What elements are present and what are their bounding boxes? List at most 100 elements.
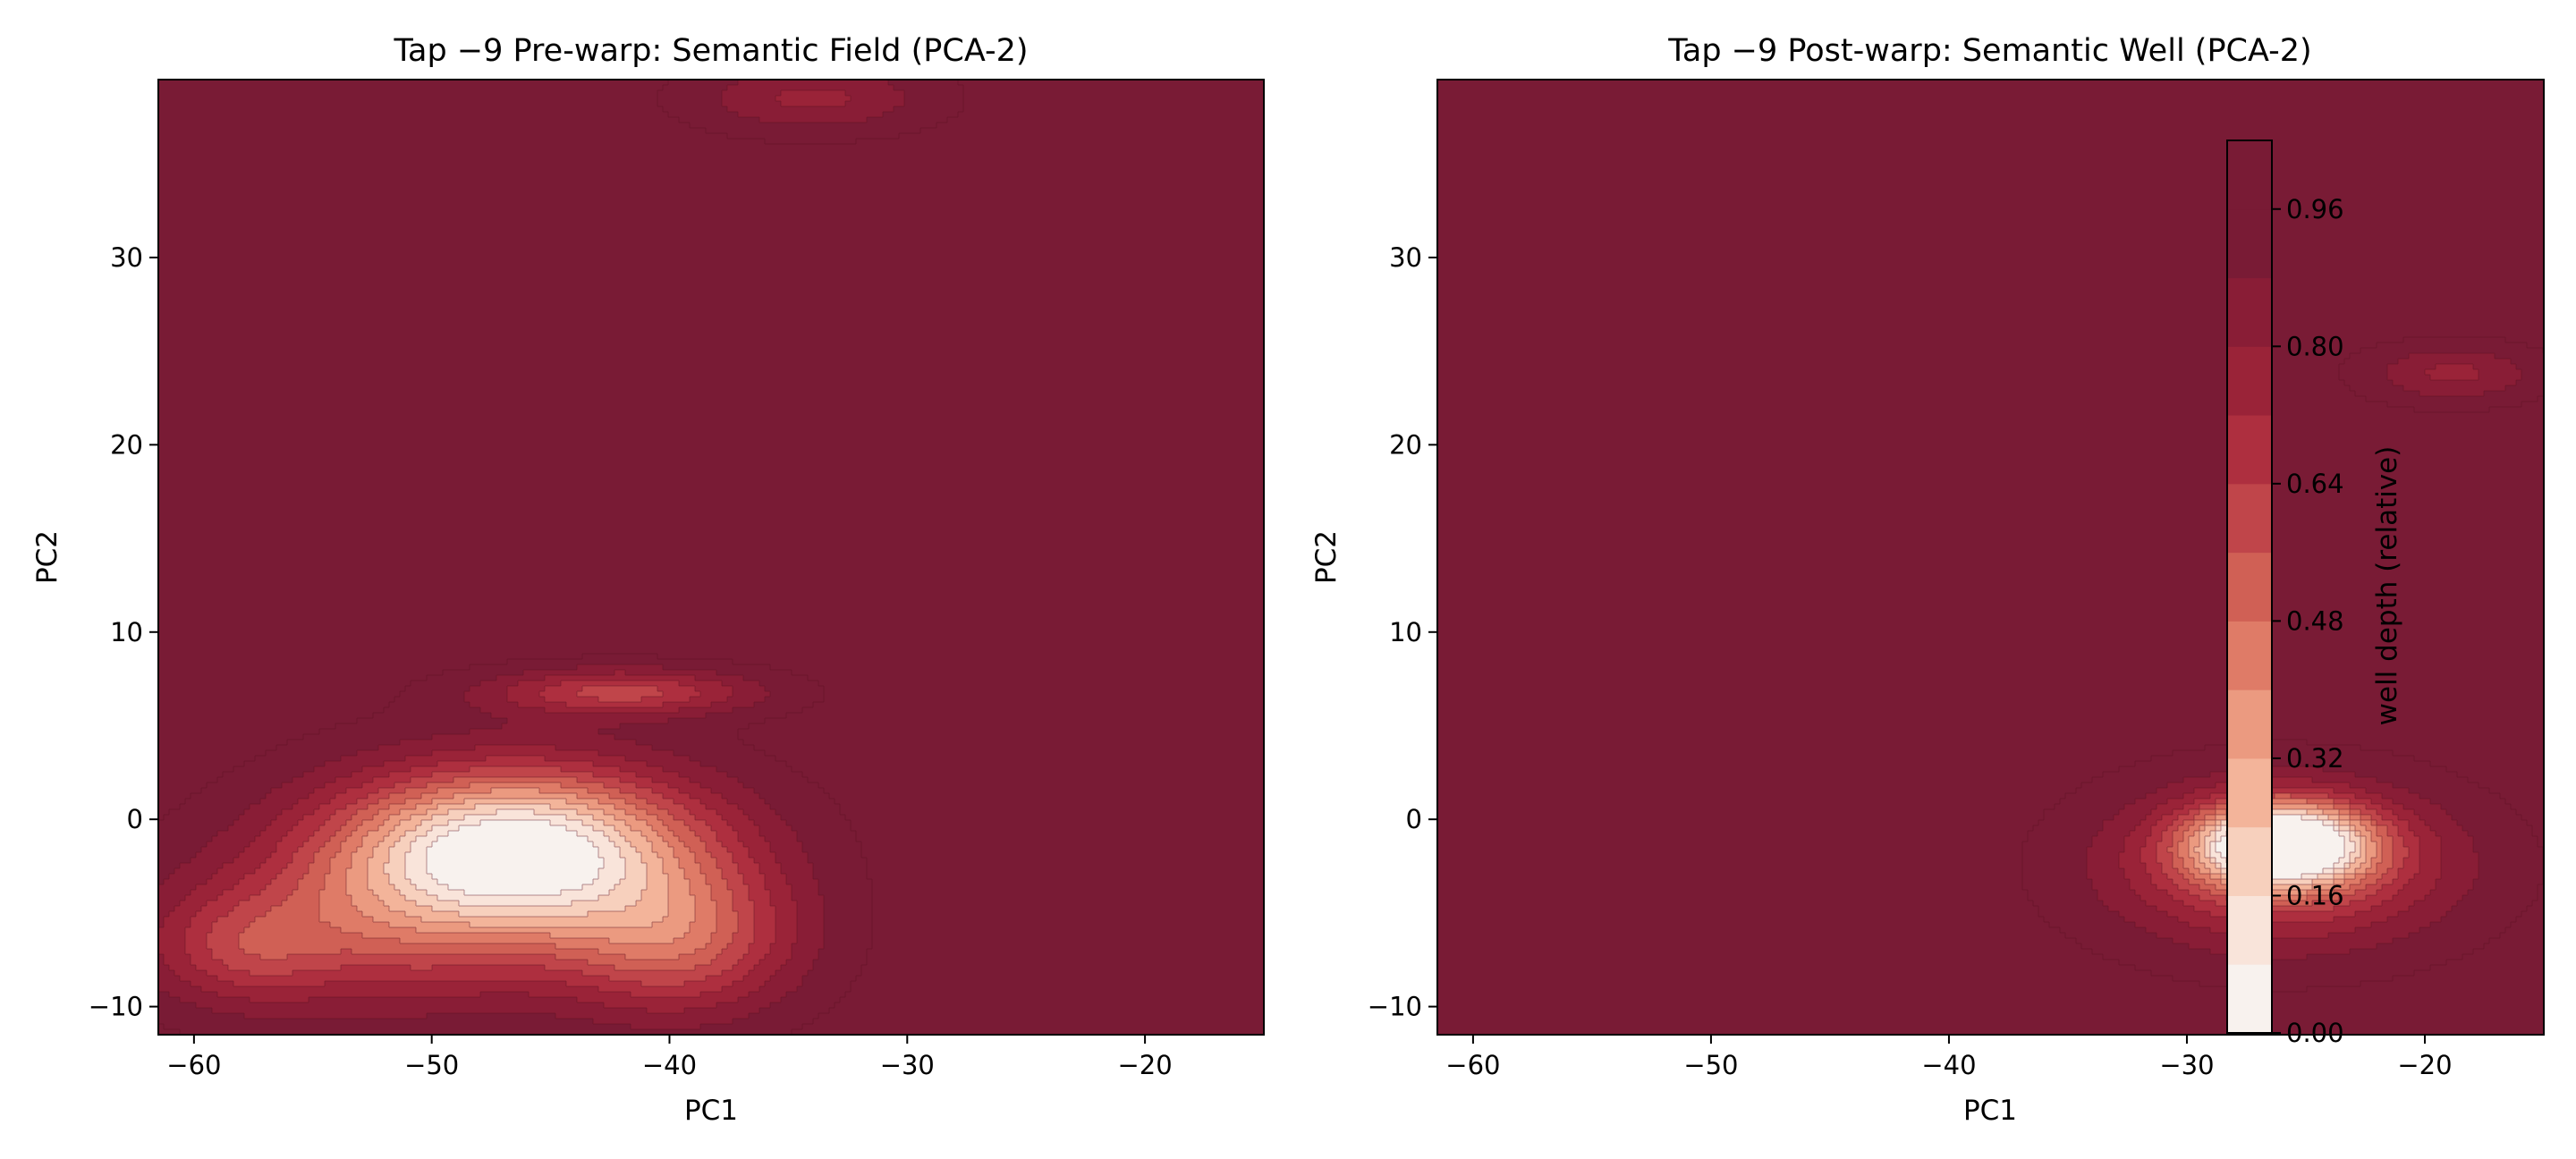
contour-band-cell	[759, 681, 819, 687]
contour-band-cell	[727, 884, 750, 891]
contour-band-cell	[2377, 879, 2394, 885]
contour-band-cell	[2183, 863, 2195, 869]
contour-band-cell	[303, 842, 326, 848]
contour-band-cell	[2538, 842, 2544, 848]
contour-band-cell	[405, 852, 428, 859]
contour-band-cell	[2344, 852, 2351, 859]
contour-band-cell	[212, 874, 245, 880]
contour-band-cell	[2360, 809, 2377, 816]
contour-band-cell	[180, 976, 218, 982]
contour-band-cell	[861, 965, 1264, 971]
contour-band-cell	[2210, 874, 2222, 880]
y-tick-label: 10	[1389, 617, 1422, 647]
contour-band-cell	[1437, 933, 2066, 939]
contour-band-cell	[1437, 584, 2544, 590]
contour-band-cell	[2398, 890, 2431, 896]
contour-band-cell	[2242, 766, 2324, 773]
contour-band-cell	[754, 917, 776, 923]
contour-band-cell	[1437, 418, 2544, 424]
contour-band-cell	[674, 831, 696, 837]
contour-band-cell	[352, 831, 369, 837]
contour-band-cell	[158, 251, 1264, 258]
contour-band-cell	[2135, 965, 2431, 971]
contour-band-cell	[663, 793, 691, 799]
contour-band-cell	[2103, 901, 2147, 907]
contour-band-cell	[1437, 627, 2544, 633]
contour-band-cell	[872, 922, 1264, 928]
contour-band-cell	[679, 863, 701, 869]
contour-band-cell	[733, 1019, 814, 1025]
contour-band-cell	[2516, 809, 2544, 816]
contour-band-cell	[802, 847, 862, 853]
contour-band-cell	[341, 949, 352, 955]
contour-band-cell	[2130, 831, 2152, 837]
contour-band-cell	[797, 917, 825, 923]
contour-band-cell	[2355, 831, 2361, 837]
contour-band-cell	[1437, 702, 2544, 708]
contour-band-cell	[2162, 831, 2174, 837]
contour-band-cell	[2398, 815, 2420, 821]
contour-band-cell	[1437, 144, 2544, 150]
contour-band-cell	[792, 1029, 1264, 1035]
contour-band-cell	[319, 895, 352, 901]
contour-band-cell	[2403, 804, 2442, 810]
contour-band-cell	[2028, 836, 2093, 842]
contour-band-cell	[824, 938, 873, 944]
contour-band-cell	[2339, 858, 2351, 864]
contour-band-cell	[2446, 960, 2544, 966]
contour-band-cell	[1437, 842, 2023, 848]
contour-band-cell	[470, 783, 562, 789]
contour-band-cell	[2323, 820, 2334, 826]
contour-band-cell	[711, 852, 733, 859]
contour-band-cell	[432, 842, 594, 848]
contour-band-cell	[271, 906, 320, 912]
contour-band-cell	[2350, 820, 2361, 826]
contour-band-cell	[2441, 847, 2474, 853]
contour-band-cell	[2167, 825, 2179, 832]
contour-band-cell	[668, 906, 696, 912]
contour-band-cell	[1437, 224, 2544, 231]
contour-band-cell	[2505, 927, 2544, 934]
colorbar: 0.000.160.320.480.640.800.96 well depth …	[2226, 140, 2403, 1048]
contour-band-cell	[775, 911, 798, 918]
contour-band-cell	[271, 820, 299, 826]
contour-band-cell	[1437, 783, 2082, 789]
contour-band-cell	[775, 922, 798, 928]
contour-band-cell	[1437, 616, 2544, 622]
contour-band-cell	[2430, 799, 2506, 805]
contour-band-cell	[319, 890, 347, 896]
contour-band-cell	[287, 740, 401, 746]
contour-band-cell	[2377, 831, 2388, 837]
contour-band-cell	[2360, 820, 2372, 826]
contour-band-cell	[2119, 863, 2147, 869]
contour-band-cell	[797, 922, 825, 928]
contour-band-cell	[158, 992, 170, 998]
contour-band-cell	[2360, 863, 2372, 869]
contour-band-cell	[287, 831, 315, 837]
contour-band-cell	[867, 858, 1264, 864]
contour-band-cell	[2350, 836, 2361, 842]
contour-band-cell	[738, 927, 755, 934]
contour-band-cell	[1437, 756, 2152, 762]
contour-band-cell	[792, 954, 819, 960]
contour-band-cell	[1437, 466, 2544, 472]
contour-band-cell	[2398, 825, 2410, 832]
contour-band-cell	[1437, 348, 2361, 354]
contour-band-cell	[1437, 922, 2050, 928]
contour-band-cell	[362, 820, 385, 826]
contour-band-cell	[233, 766, 315, 773]
contour-band-cell	[824, 901, 873, 907]
contour-band-cell	[2446, 809, 2517, 816]
contour-band-cell	[2167, 890, 2190, 896]
contour-band-cell	[158, 450, 1264, 456]
contour-band-cell	[432, 815, 465, 821]
contour-band-cell	[738, 112, 884, 118]
contour-band-cell	[158, 654, 583, 660]
contour-band-cell	[2473, 364, 2517, 370]
contour-band-cell	[330, 863, 352, 869]
contour-band-cell	[620, 723, 750, 730]
contour-band-cell	[158, 477, 1264, 483]
contour-band-cell	[2441, 836, 2474, 842]
contour-band-cell	[158, 960, 165, 966]
contour-band-cell	[604, 863, 626, 869]
